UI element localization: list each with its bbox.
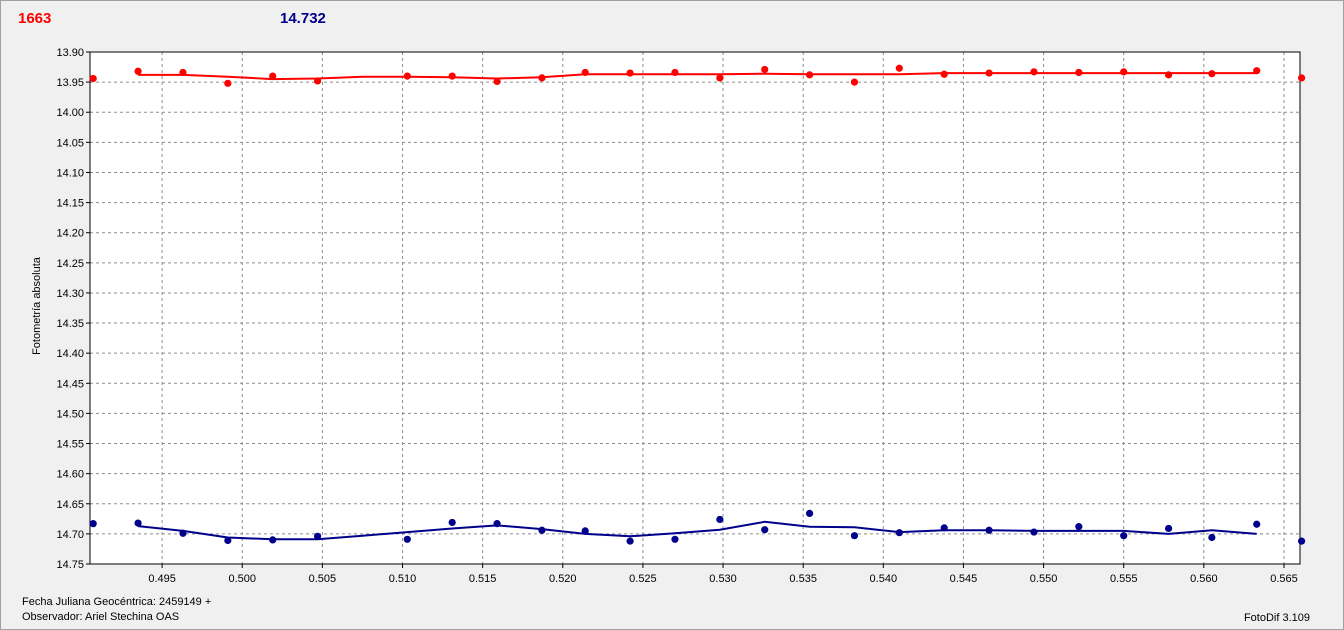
y-tick-label: 14.50: [56, 408, 84, 420]
y-tick-label: 14.75: [56, 559, 84, 571]
y-tick-label: 14.25: [56, 258, 84, 270]
series-1-point: [89, 74, 97, 83]
series-1-point: [403, 72, 411, 80]
x-tick-label: 0.505: [309, 573, 337, 585]
x-tick-label: 0.565: [1270, 573, 1298, 585]
series-2-point: [985, 526, 993, 534]
series-1-point: [850, 78, 859, 86]
series-1-point: [269, 72, 277, 80]
series-2-point: [581, 527, 589, 535]
series-2-trend-line: [137, 520, 1257, 541]
x-tick-label: 0.560: [1190, 573, 1218, 585]
series-2-point: [1298, 537, 1306, 545]
series-1-point: [224, 79, 232, 87]
series-2-point: [493, 520, 501, 528]
x-tick-label: 0.545: [950, 573, 978, 585]
series-1-point: [940, 70, 948, 78]
x-tick-label: 0.520: [549, 573, 577, 585]
series-2-point: [538, 526, 546, 534]
y-tick-label: 14.30: [56, 288, 84, 300]
y-tick-label: 14.00: [56, 107, 84, 119]
series-1-point: [134, 67, 142, 75]
series-2-point: [403, 535, 411, 543]
series-1-point: [1253, 67, 1261, 75]
series-1-point: [1164, 71, 1173, 79]
x-tick-label: 0.550: [1030, 573, 1058, 585]
x-tick-label: 0.515: [469, 573, 497, 585]
series-2-point: [761, 526, 769, 534]
plot-area: [90, 52, 1300, 564]
y-tick-label: 14.20: [56, 228, 84, 240]
x-tick-label: 0.510: [389, 573, 417, 585]
y-tick-label: 14.45: [56, 378, 84, 390]
series-1-point: [716, 74, 724, 82]
header-right-value: 14.732: [280, 10, 326, 27]
x-tick-label: 0.535: [789, 573, 817, 585]
series-1-point: [761, 65, 769, 74]
y-axis-label: Fotometría absoluta: [30, 257, 43, 355]
series-1-point: [179, 68, 187, 77]
series-1-point: [671, 68, 679, 77]
julian-date-label: Fecha Juliana Geocéntrica: 2459149 +: [22, 596, 212, 608]
series-1-point: [313, 77, 322, 85]
series-1-point: [538, 74, 546, 82]
series-1-trend-line: [138, 72, 1257, 81]
series-1-point: [1030, 68, 1038, 76]
x-tick-label: 0.540: [870, 573, 898, 585]
series-1-point: [626, 69, 634, 77]
series-1-point: [1208, 70, 1216, 78]
header-left-value: 1663: [18, 10, 52, 27]
series-2-point: [134, 519, 142, 527]
series-2-point: [1120, 532, 1128, 540]
y-tick-label: 14.05: [56, 137, 84, 149]
y-tick-label: 14.15: [56, 198, 84, 210]
y-tick-label: 14.35: [56, 318, 84, 330]
series-1-point: [581, 68, 589, 77]
series-2-point: [805, 509, 814, 518]
x-tick-label: 0.530: [709, 573, 737, 585]
series-2-point: [1030, 528, 1038, 536]
y-tick-label: 14.55: [56, 439, 84, 451]
x-tick-label: 0.500: [228, 573, 256, 585]
series-2-point: [895, 529, 903, 537]
series-1-point: [985, 69, 993, 77]
version-label: FotoDif 3.109: [1243, 612, 1310, 624]
series-2-point: [940, 524, 948, 532]
y-tick-label: 14.40: [56, 348, 84, 360]
series-1-point: [1298, 74, 1306, 82]
y-tick-label: 13.90: [56, 47, 84, 59]
x-tick-label: 0.525: [629, 573, 657, 585]
series-2-point: [716, 515, 724, 524]
series-2-point: [89, 520, 97, 528]
series-2-point: [850, 532, 859, 540]
series-2-point: [224, 536, 232, 545]
series-1-point: [895, 64, 903, 72]
x-tick-label: 0.555: [1110, 573, 1138, 585]
y-tick-label: 14.70: [56, 529, 84, 541]
observer-label: Observador: Ariel Stechina OAS: [22, 611, 180, 623]
series-2-point: [1164, 524, 1173, 533]
series-2-point: [179, 529, 187, 537]
y-tick-label: 14.65: [56, 499, 84, 511]
series-2-point: [313, 532, 322, 540]
series-2-point: [1253, 520, 1261, 528]
series-2-point: [269, 536, 277, 544]
series-1-point: [1075, 68, 1083, 77]
plot-border: [89, 51, 1301, 565]
series-1-point: [1120, 68, 1128, 76]
y-tick-label: 13.95: [56, 77, 84, 89]
series-2-point: [448, 518, 456, 527]
series-2-point: [626, 537, 634, 545]
series-1-point: [448, 72, 456, 80]
y-tick-label: 14.10: [56, 167, 84, 179]
series-1-point: [805, 71, 814, 79]
series-2-point: [1208, 533, 1216, 542]
x-tick-label: 0.495: [148, 573, 176, 585]
series-2-point: [671, 535, 679, 543]
series-1-point: [493, 77, 501, 86]
y-tick-label: 14.60: [56, 469, 84, 481]
series-2-point: [1075, 523, 1083, 531]
